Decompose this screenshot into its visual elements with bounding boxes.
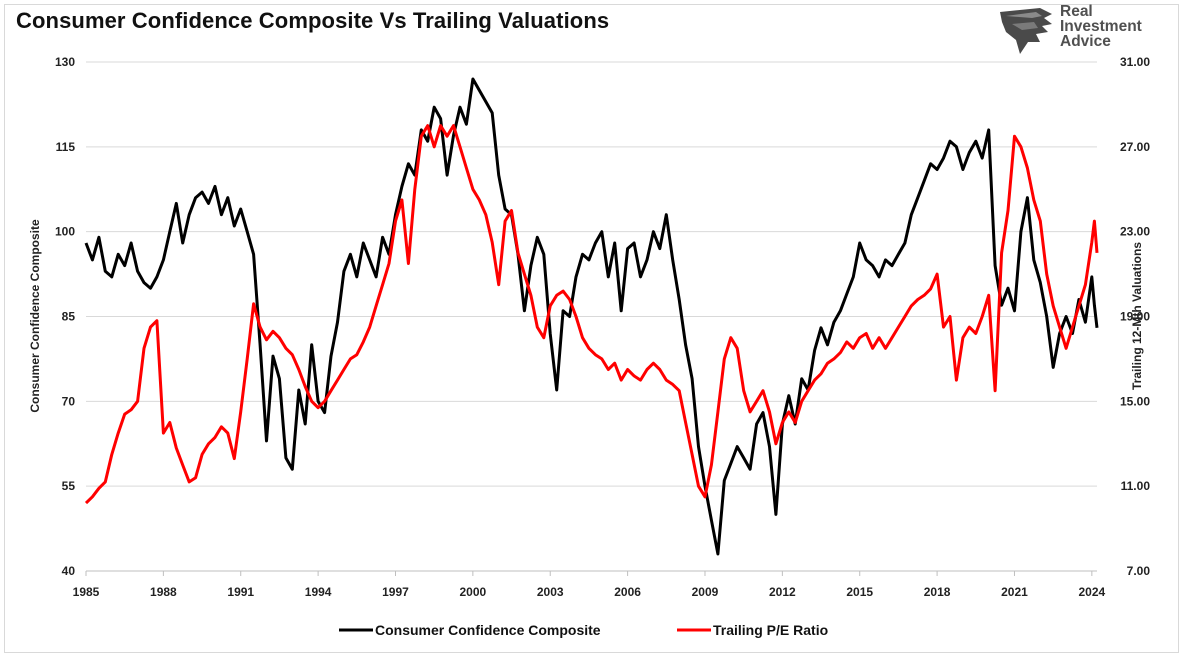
chart-frame (4, 4, 1179, 653)
x-tick-label: 1988 (150, 585, 177, 599)
x-tick-label: 1991 (227, 585, 254, 599)
y-right-tick-label: 7.00 (1127, 564, 1151, 578)
y-left-tick-label: 70 (62, 394, 76, 408)
y-right-tick-label: 23.00 (1120, 225, 1150, 239)
chart-title: Consumer Confidence Composite Vs Trailin… (16, 8, 610, 33)
y-left-tick-label: 40 (62, 564, 76, 578)
y-axis-right-ticks: 31.00 27.00 23.00 19.00 15.00 11.00 7.00 (1120, 55, 1150, 578)
y-left-tick-label: 55 (62, 479, 76, 493)
x-tick-label: 1994 (305, 585, 332, 599)
y-left-tick-label: 100 (55, 225, 75, 239)
x-tick-label: 1985 (73, 585, 100, 599)
y-right-tick-label: 15.00 (1120, 394, 1150, 408)
y-right-tick-label: 31.00 (1120, 55, 1150, 69)
series-line-consumer-confidence (84, 77, 1099, 556)
gridlines (86, 61, 1097, 572)
y-right-tick-label: 11.00 (1121, 479, 1151, 493)
x-tick-label: 2006 (614, 585, 641, 599)
y-right-tick-label: 19.00 (1120, 310, 1150, 324)
logo-line-1: Real (1060, 3, 1093, 20)
x-tick-label: 2018 (924, 585, 951, 599)
series-line-trailing-pe (84, 124, 1099, 505)
x-tick-label: 2021 (1001, 585, 1028, 599)
logo-line-2: Investment (1060, 18, 1142, 35)
x-tick-label: 2009 (692, 585, 719, 599)
y-axis-left-title: Consumer Confidence Composite (28, 219, 42, 413)
x-tick-label: 2012 (769, 585, 796, 599)
eagle-head-icon (1000, 8, 1052, 54)
y-axis-left-ticks: 130 115 100 85 70 55 40 (55, 55, 75, 578)
x-tick-label: 2003 (537, 585, 564, 599)
logo-wordmark: Real Investment Advice (1060, 3, 1142, 50)
legend-label: Trailing P/E Ratio (713, 622, 828, 638)
x-tick-label: 2015 (846, 585, 873, 599)
y-right-tick-label: 27.00 (1120, 140, 1150, 154)
x-tick-label: 1997 (382, 585, 409, 599)
logo-line-3: Advice (1060, 33, 1111, 50)
x-axis-ticks: 1985 1988 1991 1994 1997 2000 2003 2006 2009 2012… (73, 571, 1106, 599)
x-tick-label: 2000 (460, 585, 487, 599)
y-left-tick-label: 130 (55, 55, 75, 69)
legend-label: Consumer Confidence Composite (375, 622, 601, 638)
y-left-tick-label: 115 (56, 140, 76, 154)
x-tick-label: 2024 (1078, 585, 1105, 599)
y-axis-right-title: Trailing 12-Mth Valuations (1130, 242, 1144, 390)
series-layer (84, 77, 1099, 556)
legend: Consumer Confidence Composite Trailing P/… (339, 622, 828, 638)
y-left-tick-label: 85 (62, 310, 76, 324)
